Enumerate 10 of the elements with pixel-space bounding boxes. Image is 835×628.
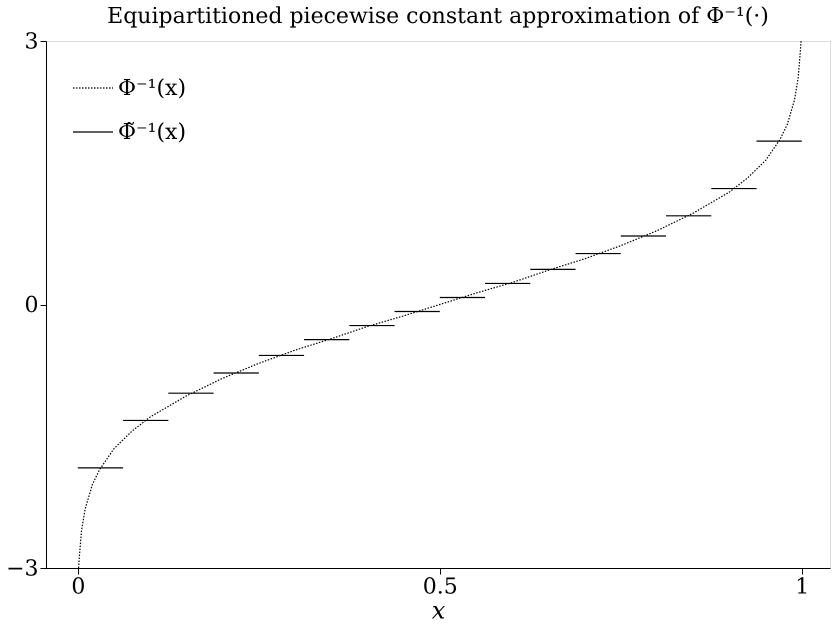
y-tick-label: 3: [24, 30, 38, 54]
x-tick-label: 1: [795, 574, 810, 600]
legend-label: Φ⁻¹(x): [118, 76, 186, 101]
x-axis-title: x: [432, 596, 446, 624]
y-tick-label: 0: [24, 293, 38, 318]
legend-label: Φ̃⁻¹(x): [118, 120, 186, 145]
x-tick-label: 0.5: [422, 574, 458, 600]
y-tick-label: −3: [6, 556, 38, 582]
chart-title: Equipartitioned piecewise constant approximation of Φ⁻¹(·): [107, 4, 769, 29]
x-tick-label: 0: [71, 574, 86, 600]
